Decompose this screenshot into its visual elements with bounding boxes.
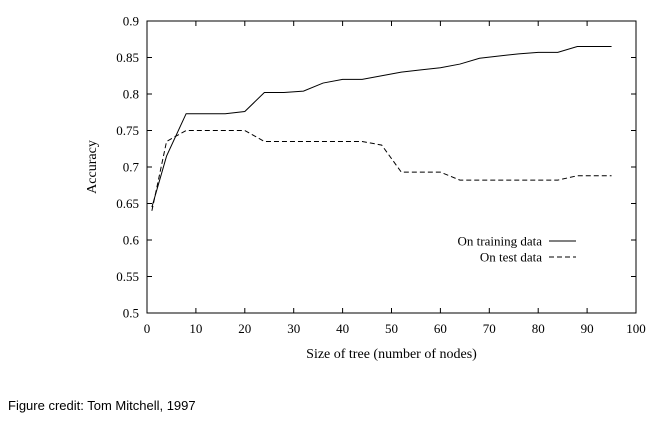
x-tick-label: 50 <box>385 321 398 336</box>
chart: 0 10 20 30 40 50 60 70 80 90 100 0.5 0.55 0.6 0.65 0.7 0… <box>85 14 646 363</box>
y-tick-label: 0.55 <box>116 269 139 284</box>
y-axis-title: Accuracy <box>85 140 100 194</box>
y-tick-label: 0.8 <box>123 87 139 102</box>
x-tick-label: 40 <box>336 321 349 336</box>
series-lines <box>151 46 612 211</box>
x-tick-label: 90 <box>581 321 594 336</box>
y-tick-label: 0.85 <box>116 50 139 65</box>
x-tick-label: 30 <box>287 321 300 336</box>
figure-credit: Figure credit: Tom Mitchell, 1997 <box>8 398 196 413</box>
axis-ticks: 0 10 20 30 40 50 60 70 80 90 100 0.5 0.55 0.6 0.65 0.7 0… <box>116 14 646 337</box>
y-tick-label: 0.7 <box>123 160 140 175</box>
x-tick-label: 70 <box>483 321 496 336</box>
legend-label: On test data <box>480 250 542 265</box>
y-tick-label: 0.6 <box>123 233 140 248</box>
plot-area-border <box>146 20 637 314</box>
x-tick-label: 10 <box>189 321 202 336</box>
legend-label: On training data <box>458 234 543 249</box>
y-tick-label: 0.65 <box>116 196 139 211</box>
x-tick-label: 100 <box>626 321 646 336</box>
training-data-line <box>151 46 612 208</box>
test-data-line <box>151 130 612 211</box>
y-tick-label: 0.5 <box>123 306 139 321</box>
x-tick-label: 60 <box>434 321 447 336</box>
y-tick-label: 0.75 <box>116 123 139 138</box>
x-tick-label: 0 <box>144 321 151 336</box>
plot-frame <box>146 20 637 314</box>
x-tick-label: 20 <box>238 321 251 336</box>
y-tick-label: 0.9 <box>123 14 139 29</box>
x-tick-label: 80 <box>532 321 545 336</box>
x-axis-title: Size of tree (number of nodes) <box>306 347 477 362</box>
